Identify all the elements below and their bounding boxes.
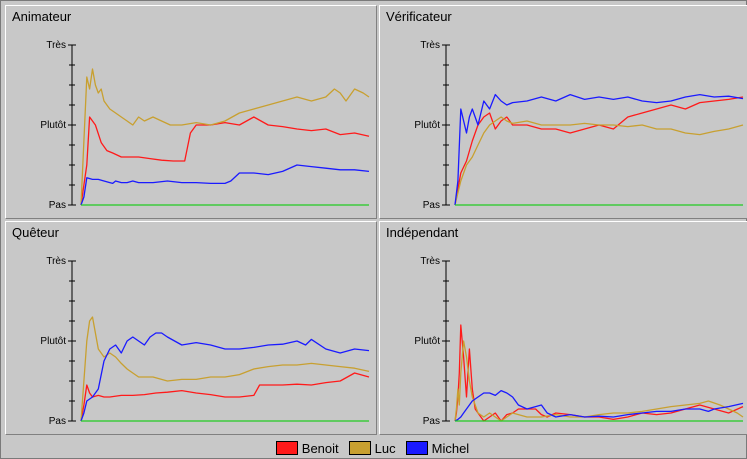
series-line-michel xyxy=(454,93,744,206)
chart-queteur: Pas Plutôt Très xyxy=(40,256,370,427)
chart-independant: Pas Plutôt Très xyxy=(414,256,744,427)
y-tick-label-pas: Pas xyxy=(49,416,66,427)
y-tick-label-tres: Très xyxy=(420,40,440,51)
legend: Benoit Luc Michel xyxy=(1,437,747,459)
series-line-benoit xyxy=(80,372,370,422)
series-line-luc xyxy=(454,340,744,422)
legend-swatch-luc xyxy=(348,441,371,455)
series-line-michel xyxy=(80,332,370,422)
legend-swatch-michel xyxy=(405,441,428,455)
series-line-benoit xyxy=(454,96,744,206)
legend-item-benoit: Benoit xyxy=(275,440,339,456)
panel-title-independant: Indépendant xyxy=(386,225,459,240)
y-tick-label-pas: Pas xyxy=(423,200,440,211)
series-line-luc xyxy=(80,68,370,206)
y-tick-label-tres: Très xyxy=(46,256,66,267)
panel-title-verificateur: Vérificateur xyxy=(386,9,452,24)
legend-label-benoit: Benoit xyxy=(301,440,339,456)
y-tick-label-pas: Pas xyxy=(423,416,440,427)
y-tick-label-tres: Très xyxy=(420,256,440,267)
chart-verificateur: Pas Plutôt Très xyxy=(414,40,744,211)
series-line-benoit xyxy=(80,116,370,206)
y-tick-label-tres: Très xyxy=(46,40,66,51)
legend-label-michel: Michel xyxy=(431,440,470,456)
y-tick-label-plutot: Plutôt xyxy=(414,120,440,131)
legend-swatch-benoit xyxy=(275,441,298,455)
panel-animateur: Pas Plutôt Très Animateur xyxy=(5,5,377,219)
y-tick-label-plutot: Plutôt xyxy=(40,120,66,131)
panel-title-queteur: Quêteur xyxy=(12,225,59,240)
legend-label-luc: Luc xyxy=(374,440,396,456)
series-line-luc xyxy=(454,116,744,206)
panel-title-animateur: Animateur xyxy=(12,9,72,24)
chart-animateur: Pas Plutôt Très xyxy=(40,40,370,211)
y-tick-label-plutot: Plutôt xyxy=(40,336,66,347)
y-tick-label-plutot: Plutôt xyxy=(414,336,440,347)
y-tick-label-pas: Pas xyxy=(49,200,66,211)
legend-item-michel: Michel xyxy=(405,440,470,456)
panel-queteur: Pas Plutôt Très Quêteur xyxy=(5,221,377,435)
panel-independant: Pas Plutôt Très Indépendant xyxy=(379,221,747,435)
series-line-luc xyxy=(80,316,370,422)
series-line-michel xyxy=(80,164,370,206)
legend-item-luc: Luc xyxy=(348,440,396,456)
series-line-benoit xyxy=(454,324,744,422)
panel-verificateur: Pas Plutôt Très Vérificateur xyxy=(379,5,747,219)
series-line-michel xyxy=(454,389,744,422)
